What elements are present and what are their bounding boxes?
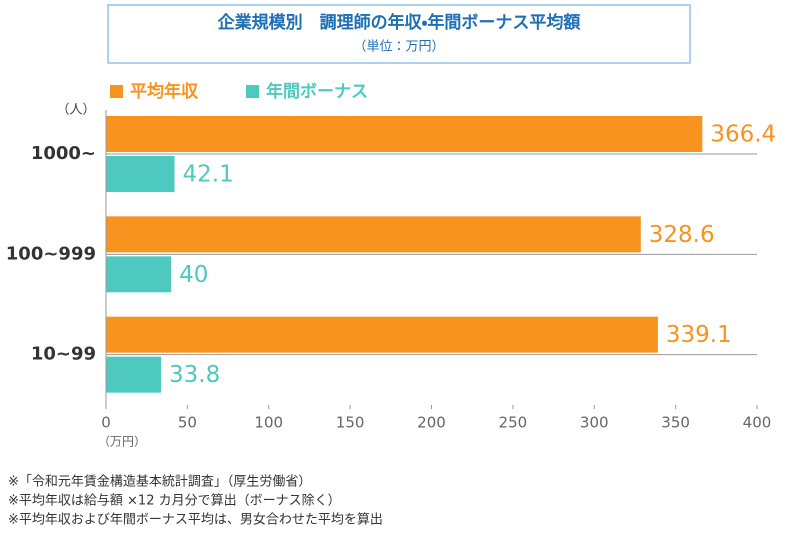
x-tick-label: 250 bbox=[499, 414, 528, 432]
legend-swatch bbox=[246, 85, 259, 98]
legend-swatch bbox=[110, 85, 123, 98]
bar bbox=[106, 156, 175, 192]
y-axis-label: （人） bbox=[56, 103, 95, 118]
x-tick-label: 200 bbox=[417, 414, 446, 432]
x-tick-label: 150 bbox=[336, 414, 365, 432]
legend-label: 平均年収 bbox=[130, 81, 199, 102]
legend-label: 年間ボーナス bbox=[266, 81, 368, 102]
chart-title: 企業規模別 調理師の年収・年間ボーナス平均額 bbox=[218, 12, 582, 33]
x-tick-label: 350 bbox=[661, 414, 690, 432]
bar bbox=[106, 356, 162, 393]
x-tick-label: 50 bbox=[178, 414, 197, 432]
x-tick-label: 300 bbox=[580, 414, 609, 432]
footnote: ※平均年収および年間ボーナス平均は、男女合わせた平均を算出 bbox=[8, 513, 383, 528]
value-label: 339.1 bbox=[666, 322, 732, 348]
bar bbox=[106, 216, 641, 253]
x-tick-label: 100 bbox=[254, 414, 283, 432]
value-label: 40 bbox=[179, 262, 208, 288]
y-tick-label: 1000~ bbox=[31, 143, 96, 164]
x-axis-label: （万円） bbox=[98, 435, 146, 449]
value-label: 42.1 bbox=[183, 162, 234, 188]
value-label: 328.6 bbox=[649, 222, 715, 248]
bar bbox=[106, 256, 172, 293]
chart-subtitle: （単位：万円） bbox=[353, 39, 444, 55]
x-tick-label: 0 bbox=[101, 414, 111, 432]
footnote: ※平均年収は給与額 ×12 カ月分で算出（ボーナス除く） bbox=[8, 494, 341, 509]
y-tick-label: 10~99 bbox=[31, 344, 96, 365]
value-label: 366.4 bbox=[710, 122, 776, 148]
footnote: ※「令和元年賃金構造基本統計調査」（厚生労働省） bbox=[8, 474, 311, 490]
bar bbox=[106, 116, 703, 152]
title-box bbox=[107, 4, 691, 64]
y-tick-label: 100~999 bbox=[6, 243, 96, 264]
bar bbox=[106, 316, 658, 353]
x-tick-label: 400 bbox=[743, 414, 772, 432]
value-label: 33.8 bbox=[169, 362, 220, 388]
